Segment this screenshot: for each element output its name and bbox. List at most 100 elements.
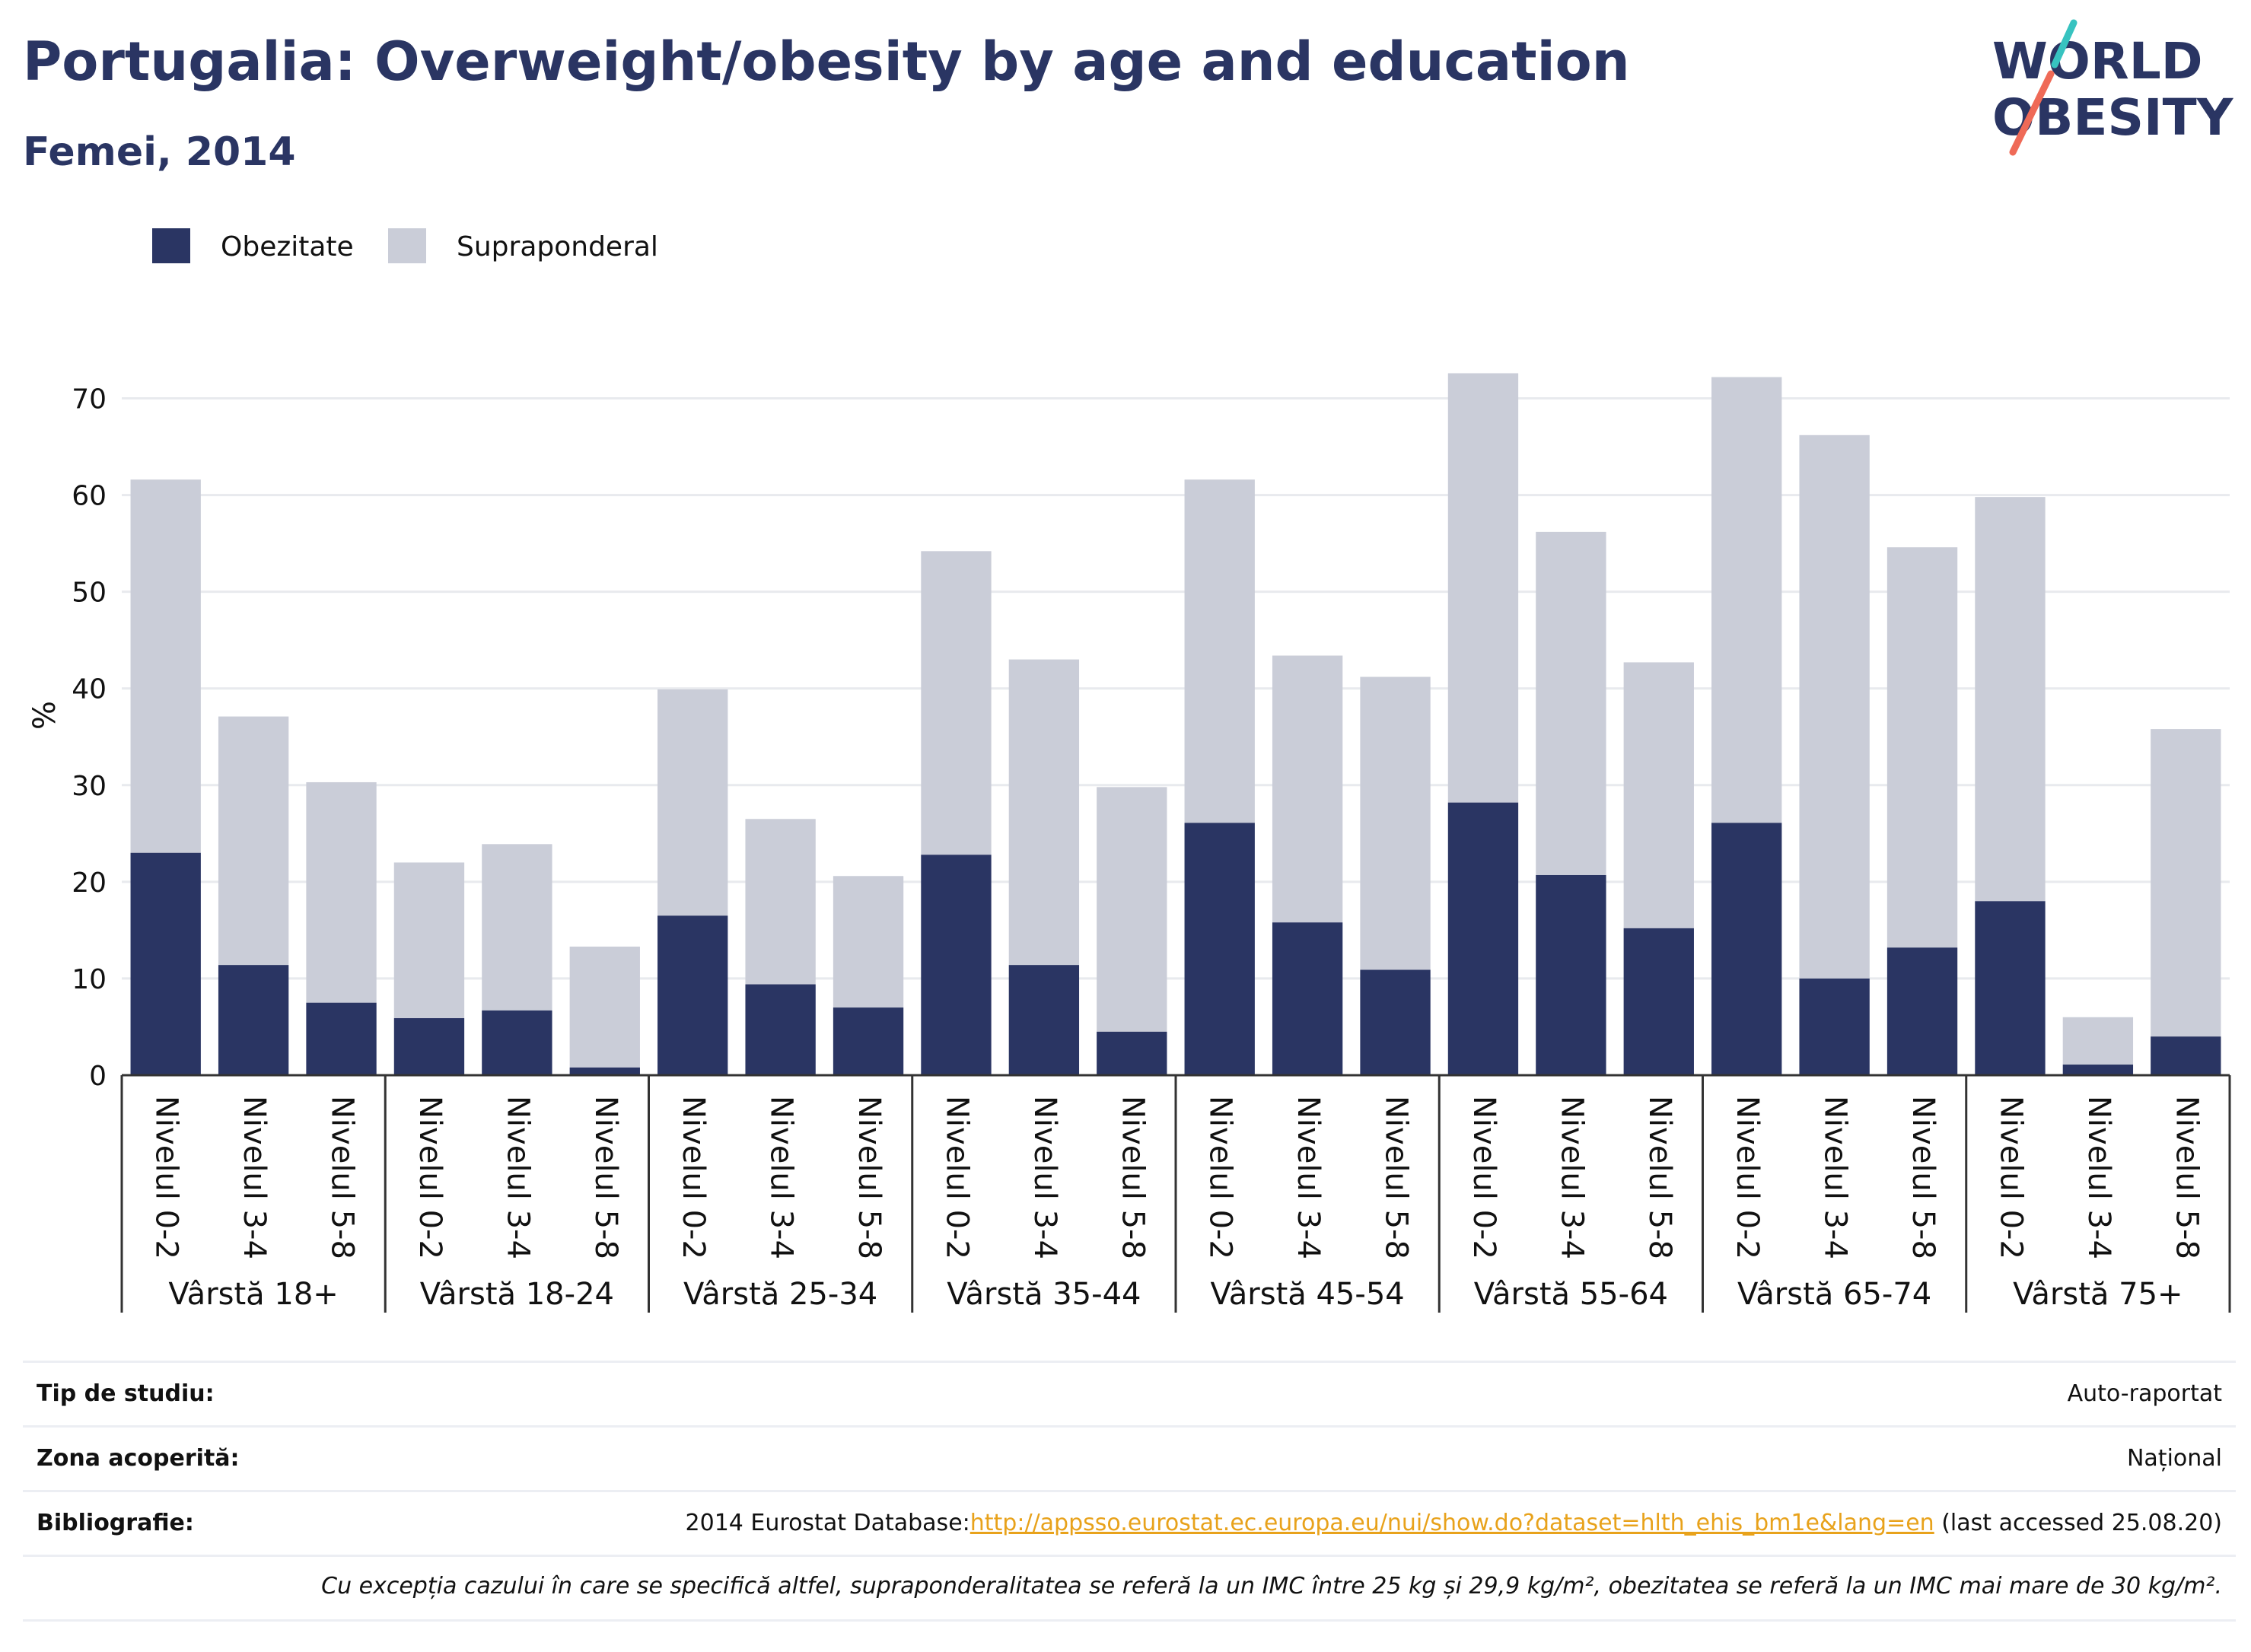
bar-obesity <box>2151 1036 2221 1075</box>
bar-obesity <box>569 1067 640 1075</box>
bar-obesity <box>482 1010 552 1075</box>
bar-obesity <box>1975 901 2046 1075</box>
y-tick-label: 30 <box>72 771 107 802</box>
y-tick-label: 50 <box>72 578 107 609</box>
chart-subtitle: Femei, 2014 <box>23 129 296 175</box>
bar-overweight <box>1975 497 2046 902</box>
bar-overweight <box>1886 547 1958 948</box>
x-level-label: Nivelul 0-2 <box>149 1096 184 1259</box>
x-level-label: Nivelul 3-4 <box>764 1096 799 1259</box>
x-level-label: Nivelul 5-8 <box>1906 1096 1941 1259</box>
legend-swatch-overweight <box>388 228 426 263</box>
bar-overweight <box>1097 787 1167 1032</box>
y-axis-label: % <box>27 701 62 730</box>
bibliography-suffix: (last accessed 25.08.20) <box>1934 1510 2222 1536</box>
bar-overweight <box>833 876 904 1008</box>
y-tick-label: 20 <box>72 867 107 899</box>
x-level-label: Nivelul 3-4 <box>1554 1096 1589 1259</box>
bar-overweight <box>130 479 201 853</box>
y-tick-label: 0 <box>89 1061 107 1092</box>
legend-swatch-obesity <box>152 228 190 263</box>
x-group-label: Vârstă 18+ <box>168 1277 338 1312</box>
bar-obesity <box>1536 874 1606 1075</box>
x-level-label: Nivelul 3-4 <box>1818 1096 1853 1259</box>
bar-overweight <box>657 689 728 916</box>
bar-obesity <box>921 855 992 1075</box>
bar-obesity <box>1272 922 1343 1075</box>
x-level-label: Nivelul 0-2 <box>1730 1096 1765 1259</box>
x-level-label: Nivelul 5-8 <box>588 1096 623 1259</box>
x-level-label: Nivelul 3-4 <box>1027 1096 1062 1259</box>
x-group-label: Vârstă 35-44 <box>947 1277 1141 1312</box>
bar-overweight <box>482 844 552 1011</box>
logo-line1: WORLD <box>1992 32 2203 91</box>
coverage-label: Zona acoperită: <box>37 1445 240 1472</box>
bar-overweight <box>306 781 377 1003</box>
bar-obesity <box>1886 947 1958 1075</box>
chart-title: Portugalia: Overweight/obesity by age an… <box>23 30 1630 93</box>
bar-overweight <box>2151 729 2221 1037</box>
x-level-label: Nivelul 5-8 <box>1642 1096 1677 1259</box>
bar-obesity <box>2062 1065 2134 1075</box>
bar-obesity <box>393 1018 465 1075</box>
bar-obesity <box>1008 965 1080 1075</box>
bibliography-value: 2014 Eurostat Database:http://appsso.eur… <box>686 1510 2222 1536</box>
y-tick-label: 10 <box>72 964 107 995</box>
x-level-label: Nivelul 5-8 <box>325 1096 360 1259</box>
bar-obesity <box>306 1002 377 1075</box>
bar-overweight <box>1536 531 1606 875</box>
x-axis-group-labels: Vârstă 18+ Vârstă 18-24 Vârstă 25-34 Vârstă… <box>120 1075 2231 1313</box>
x-level-label: Nivelul 3-4 <box>500 1096 535 1259</box>
y-tick-label: 40 <box>72 674 107 705</box>
x-level-label: Nivelul 3-4 <box>237 1096 272 1259</box>
definition-note: Cu excepția cazului în care se specifică… <box>321 1573 2222 1599</box>
bar-overweight <box>1360 676 1431 970</box>
bar-obesity <box>745 984 816 1075</box>
bar-obesity <box>1447 802 1519 1075</box>
x-level-label: Nivelul 3-4 <box>2081 1096 2116 1259</box>
stacked-bar-chart: Obezitate Supraponderal 010203040506070 … <box>27 228 2231 1313</box>
bibliography-label: Bibliografie: <box>37 1510 194 1536</box>
bar-obesity <box>1623 928 1694 1075</box>
x-group-label: Vârstă 75+ <box>2013 1277 2183 1312</box>
legend-label-overweight: Supraponderal <box>457 231 658 263</box>
y-tick-label: 60 <box>72 481 107 512</box>
x-level-label: Nivelul 0-2 <box>1466 1096 1501 1259</box>
info-row-coverage: Zona acoperită: Național <box>23 1425 2236 1490</box>
bar-obesity <box>1097 1031 1167 1075</box>
info-row-note: Cu excepția cazului în care se specifică… <box>23 1555 2236 1622</box>
bar-obesity <box>218 965 289 1075</box>
bar-obesity <box>1799 978 1870 1075</box>
x-level-label: Nivelul 0-2 <box>1993 1096 2028 1259</box>
bars <box>130 373 2221 1075</box>
x-level-label: Nivelul 0-2 <box>676 1096 711 1259</box>
bibliography-link[interactable]: http://appsso.eurostat.ec.europa.eu/nui/… <box>969 1510 1934 1536</box>
bar-overweight <box>218 716 289 966</box>
x-level-label: Nivelul 5-8 <box>852 1096 887 1259</box>
x-level-label: Nivelul 0-2 <box>939 1096 974 1259</box>
bar-overweight <box>1711 377 1782 823</box>
bar-overweight <box>921 551 992 855</box>
study-type-label: Tip de studiu: <box>37 1380 215 1407</box>
bar-obesity <box>1184 823 1255 1075</box>
y-axis-ticks: 0 10 20 30 40 50 60 70 <box>72 384 107 1092</box>
bar-overweight <box>1272 655 1343 923</box>
bar-overweight <box>569 947 640 1068</box>
bar-overweight <box>1623 662 1694 928</box>
coverage-value: Național <box>2126 1445 2222 1472</box>
legend: Obezitate Supraponderal <box>152 228 658 263</box>
x-level-label: Nivelul 5-8 <box>1379 1096 1414 1259</box>
bar-overweight <box>393 862 465 1019</box>
info-row-bibliography: Bibliografie: 2014 Eurostat Database:htt… <box>23 1490 2236 1555</box>
x-group-label: Vârstă 18-24 <box>420 1277 614 1312</box>
x-group-label: Vârstă 65-74 <box>1737 1277 1931 1312</box>
info-table: Tip de studiu: Auto-raportat Zona acoper… <box>23 1361 2236 1622</box>
x-level-label: Nivelul 0-2 <box>412 1096 447 1259</box>
x-group-label: Vârstă 45-54 <box>1211 1277 1405 1312</box>
info-row-study-type: Tip de studiu: Auto-raportat <box>23 1361 2236 1425</box>
x-level-label: Nivelul 3-4 <box>1291 1096 1326 1259</box>
bar-obesity <box>657 915 728 1075</box>
x-level-label: Nivelul 5-8 <box>1115 1096 1150 1259</box>
bar-overweight <box>745 819 816 985</box>
bar-obesity <box>130 852 201 1075</box>
